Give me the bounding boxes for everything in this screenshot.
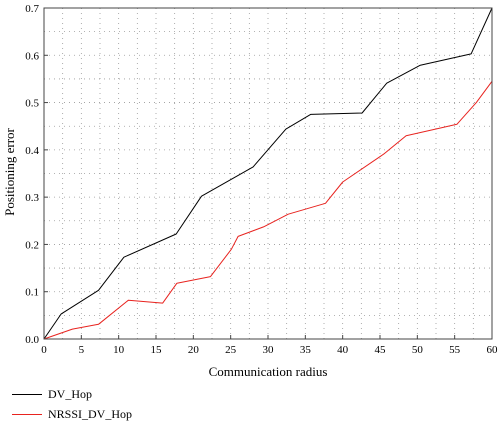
x-tick-label: 40 [337, 344, 349, 356]
y-tick-label: 0.4 [25, 145, 39, 157]
x-tick-label: 55 [449, 344, 461, 356]
series-layer [43, 7, 493, 340]
x-tick-label: 15 [151, 344, 163, 356]
x-tick-label: 5 [79, 344, 85, 356]
legend-label-nrssi-dv-hop: NRSSI_DV_Hop [48, 406, 133, 421]
series-line-dv-hop [43, 7, 493, 340]
y-tick-label: 0.0 [25, 334, 39, 346]
x-axis-title: Communication radius [209, 364, 328, 379]
legend-label-dv-hop: DV_Hop [48, 386, 92, 401]
legend-item-nrssi-dv-hop: NRSSI_DV_Hop [12, 406, 132, 422]
series-line-nrssi-dv-hop [43, 81, 493, 340]
x-tick-label: 45 [375, 344, 387, 356]
legend-item-dv-hop: DV_Hop [12, 386, 92, 402]
legend: DV_Hop NRSSI_DV_Hop [12, 380, 312, 424]
y-tick-label: 0.1 [25, 287, 39, 299]
x-tick-label: 10 [113, 344, 125, 356]
line-chart: 0 5 10 15 20 25 30 35 40 45 50 55 60 0.0 0.1 0.2 0.3 0.4 0… [2, 3, 498, 379]
y-axis-title: Positioning error [2, 127, 17, 215]
x-tick-label: 35 [300, 344, 312, 356]
x-tick-label: 60 [487, 344, 499, 356]
y-tick-label: 0.2 [25, 239, 39, 251]
x-tick-label: 25 [225, 344, 237, 356]
legend-swatch-nrssi-dv-hop [12, 413, 42, 415]
y-tick-label: 0.7 [25, 3, 39, 15]
grid-layer [44, 8, 492, 339]
y-tick-label: 0.3 [25, 192, 39, 204]
tick-layer: 0 5 10 15 20 25 30 35 40 45 50 55 60 0.0 0.1 0.2 0.3 0.4 0… [25, 3, 498, 356]
y-tick-label: 0.5 [25, 98, 39, 110]
legend-swatch-dv-hop [12, 393, 42, 395]
x-tick-label: 30 [263, 344, 275, 356]
x-tick-label: 20 [188, 344, 200, 356]
x-tick-label: 0 [41, 344, 47, 356]
x-tick-label: 50 [412, 344, 424, 356]
y-tick-label: 0.6 [25, 50, 39, 62]
